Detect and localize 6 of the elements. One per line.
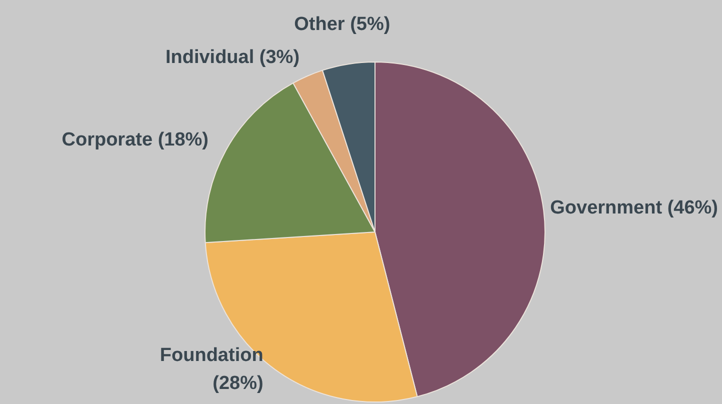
slice-label: Government (46%)	[550, 197, 718, 218]
slice-label: Corporate (18%)	[62, 130, 208, 151]
data-label: (28%)	[212, 372, 264, 394]
slice-label: Other (5%)	[294, 14, 390, 35]
slice-label: Foundation	[160, 344, 264, 366]
slice-label: Individual (3%)	[165, 46, 300, 68]
